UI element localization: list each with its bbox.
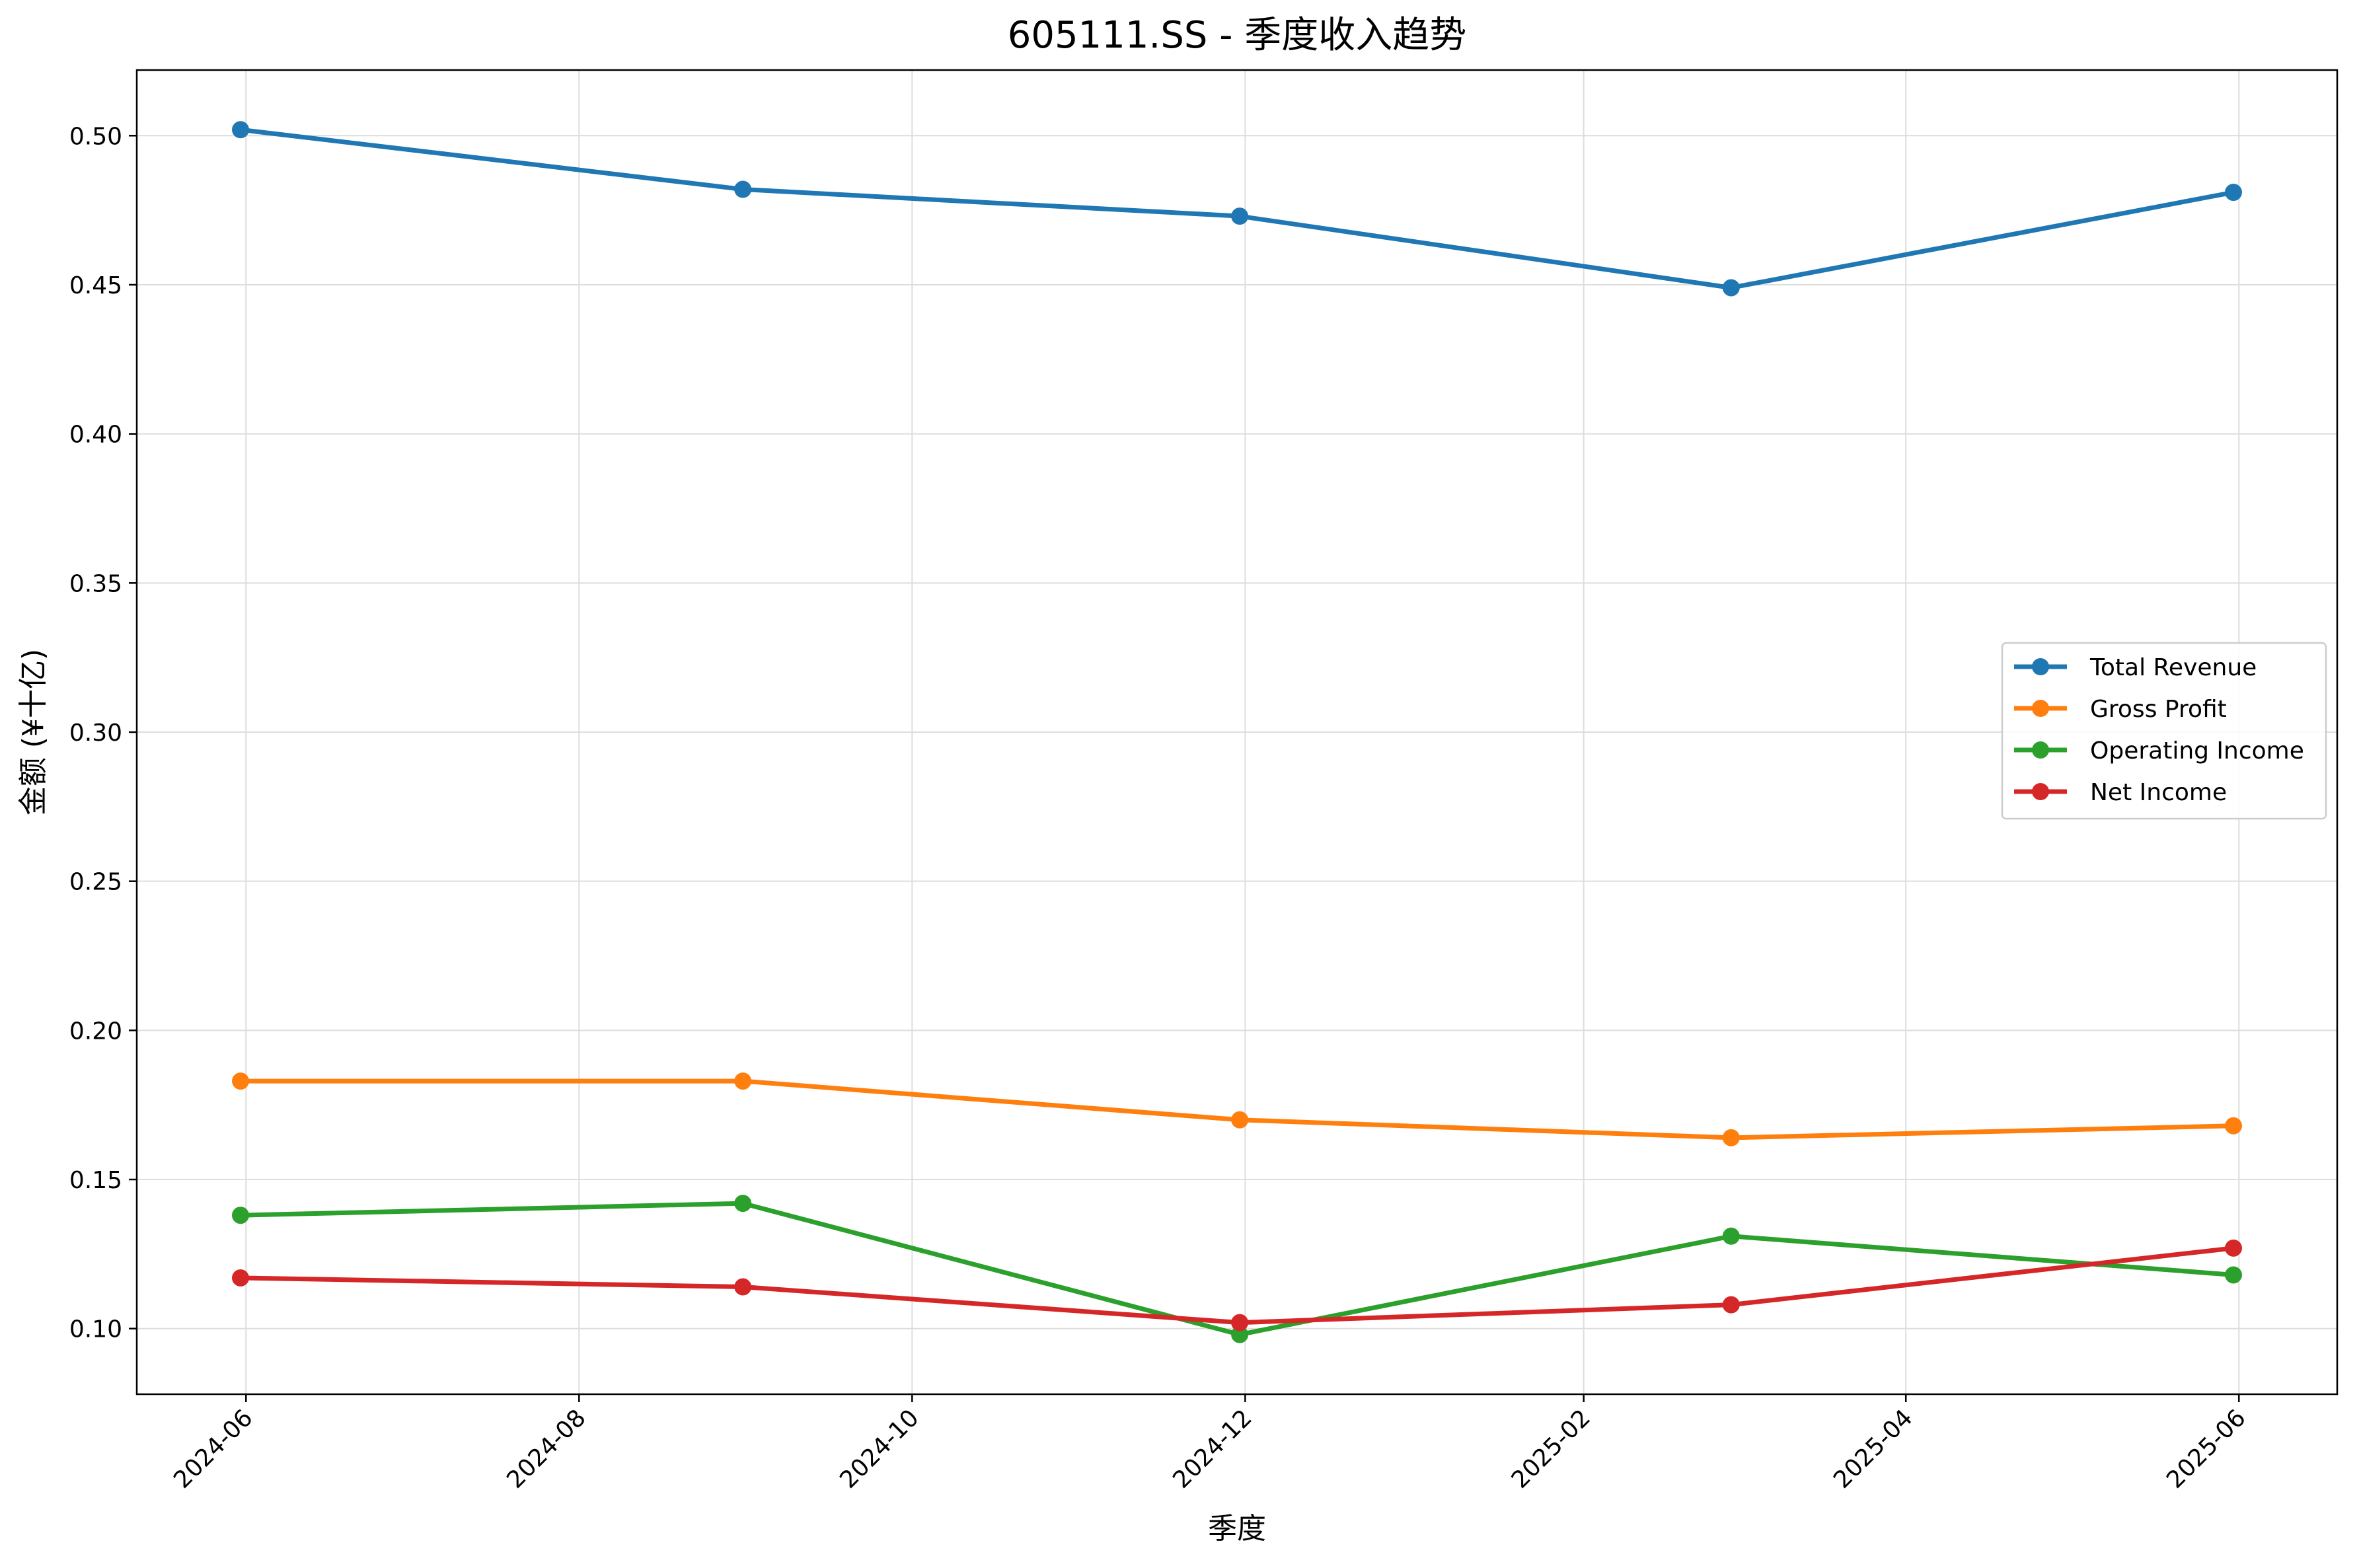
legend-label: Total Revenue — [2089, 654, 2257, 681]
data-point-total-revenue — [2225, 184, 2243, 202]
legend: Total Revenue Gross Profit Operating Incom… — [2001, 642, 2327, 820]
legend-swatch-marker — [2032, 700, 2049, 717]
series-gross-profit — [231, 1072, 2243, 1146]
legend-label: Operating Income — [2090, 737, 2304, 765]
y-axis-label: 金额 (¥十亿) — [17, 649, 50, 815]
y-tick-label: 0.10 — [69, 1316, 122, 1343]
legend-swatch-marker — [2032, 658, 2049, 675]
legend-item-operating-income: Operating Income — [2014, 737, 2304, 765]
legend-frame — [2001, 642, 2327, 820]
y-tick-label: 0.25 — [69, 869, 122, 896]
data-point-gross-profit — [734, 1072, 752, 1090]
y-tick-label: 0.15 — [69, 1167, 122, 1194]
legend-swatch-marker — [2032, 741, 2049, 759]
data-point-operating-income — [1231, 1325, 1249, 1343]
y-axis: 0.10 0.15 0.20 0.25 0.30 0.35 0.40 0.45 0.50 — [69, 123, 137, 1343]
data-point-gross-profit — [1722, 1129, 1740, 1146]
legend-item-net-income: Net Income — [2014, 779, 2227, 806]
series-total-revenue — [231, 121, 2243, 297]
data-point-operating-income — [2225, 1266, 2243, 1284]
chart-title: 605111.SS - 季度收入趋势 — [1008, 14, 1466, 57]
data-point-net-income — [231, 1269, 249, 1287]
y-tick-label: 0.30 — [69, 720, 122, 747]
legend-label: Net Income — [2090, 779, 2227, 806]
legend-item-total-revenue: Total Revenue — [2014, 654, 2257, 681]
data-point-net-income — [1722, 1296, 1740, 1314]
legend-swatch-marker — [2032, 783, 2049, 800]
data-point-total-revenue — [1722, 279, 1740, 297]
y-tick-label: 0.45 — [69, 272, 122, 299]
y-tick-label: 0.40 — [69, 422, 122, 449]
y-tick-label: 0.35 — [69, 570, 122, 597]
data-point-operating-income — [231, 1207, 249, 1224]
series-operating-income — [231, 1195, 2243, 1343]
data-point-gross-profit — [231, 1072, 249, 1090]
data-point-total-revenue — [734, 180, 752, 198]
legend-label: Gross Profit — [2090, 696, 2227, 723]
data-point-net-income — [2225, 1239, 2243, 1257]
y-tick-label: 0.20 — [69, 1018, 122, 1045]
data-point-net-income — [1231, 1314, 1249, 1331]
data-point-total-revenue — [1231, 207, 1249, 225]
data-point-operating-income — [734, 1195, 752, 1213]
series-net-income — [231, 1239, 2243, 1331]
data-point-gross-profit — [1231, 1111, 1249, 1129]
legend-item-gross-profit: Gross Profit — [2014, 696, 2227, 723]
data-point-net-income — [734, 1278, 752, 1296]
series-layer — [231, 121, 2243, 1343]
data-point-total-revenue — [231, 121, 249, 139]
data-point-gross-profit — [2225, 1117, 2243, 1135]
y-tick-label: 0.50 — [69, 123, 122, 150]
data-point-operating-income — [1722, 1227, 1740, 1245]
x-axis-label: 季度 — [1208, 1512, 1266, 1546]
